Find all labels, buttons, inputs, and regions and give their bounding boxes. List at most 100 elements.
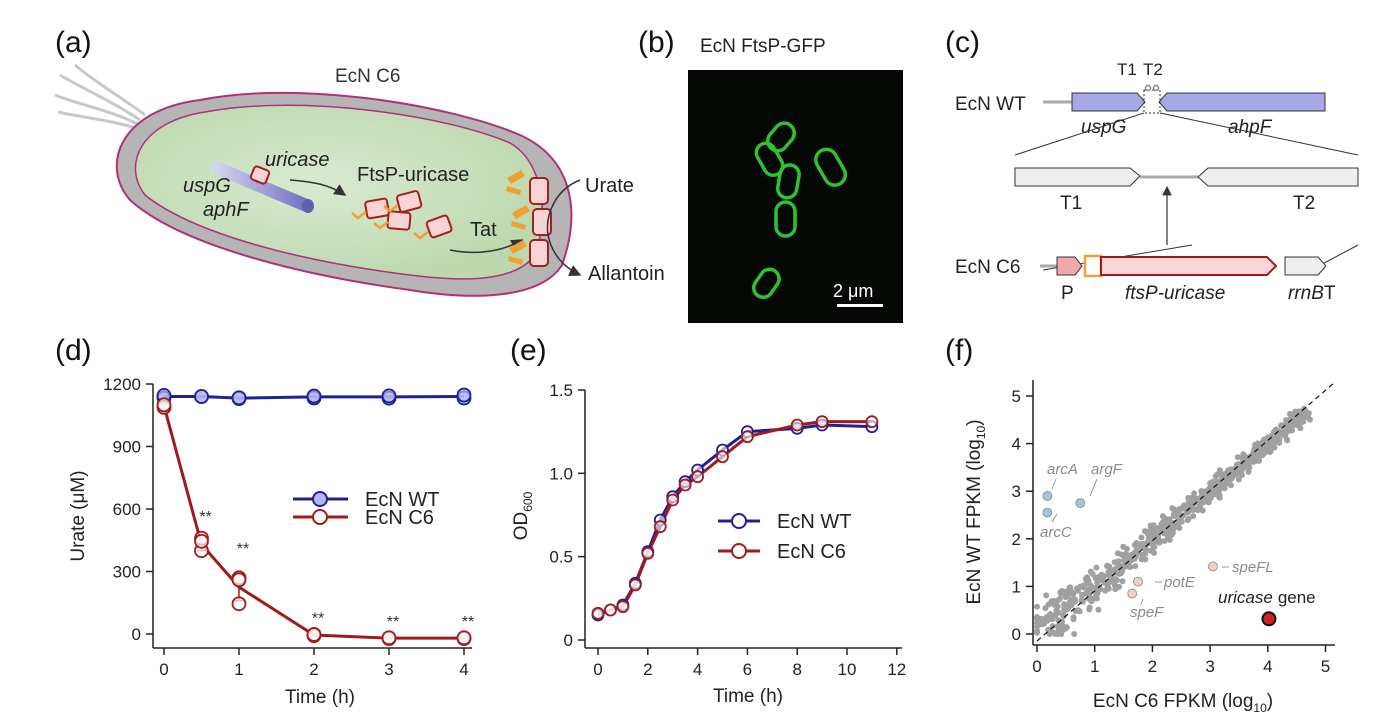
tick-label: 12 — [887, 660, 906, 679]
f-identity-line — [1036, 381, 1336, 642]
f-gene-point — [1272, 426, 1279, 433]
f-highlight-point — [1261, 611, 1277, 627]
f-gene-point — [1253, 443, 1260, 450]
f-gene-point — [1111, 567, 1118, 574]
d-legend-c6-label: EcN C6 — [365, 507, 434, 529]
arca-label: arcA — [1047, 461, 1078, 478]
f-gene-point — [1284, 426, 1291, 433]
tick-label: 6 — [743, 660, 752, 679]
panel-f-label: (f) — [945, 334, 973, 367]
panel-d-label: (d) — [55, 334, 92, 367]
f-gene-point — [1070, 614, 1077, 621]
panel-b: (b) EcN FtsP-GFP 2 μm — [638, 26, 903, 323]
tick-label: 0 — [132, 625, 141, 644]
panel-c: (c) T1 T2 EcN WT uspG ahpF T1 T2 EcN C6 … — [945, 26, 1359, 304]
f-gene-point — [1104, 583, 1111, 590]
tick-label: 3 — [1205, 657, 1214, 676]
uricase-label: uricase — [265, 149, 329, 171]
f-y-axis-label: EcN WT FPKM (log10) — [964, 419, 988, 604]
f-gene-point — [1153, 525, 1160, 532]
ahpf-gene — [1158, 92, 1326, 112]
tick-label: 0 — [564, 631, 573, 650]
exported-uricase — [529, 177, 552, 267]
tick-label: 3 — [1012, 482, 1021, 501]
f-gene-point — [1087, 568, 1094, 575]
f-gene-point — [1084, 586, 1091, 593]
f-gene-point — [1221, 478, 1228, 485]
f-gene-point — [1149, 530, 1156, 537]
f-gene-point — [1164, 533, 1171, 540]
f-gene-point — [1115, 561, 1122, 568]
f-gene-point — [1216, 467, 1223, 474]
e-data-point — [691, 470, 704, 484]
t2-label: T2 — [1293, 193, 1315, 214]
f-highlight-point — [1133, 576, 1143, 587]
tick-label: 1 — [1012, 577, 1021, 596]
f-gene-point — [1225, 480, 1232, 487]
tick-label: 2 — [309, 660, 318, 679]
e-x-axis-label: Time (h) — [713, 686, 783, 707]
f-gene-point — [1282, 432, 1289, 439]
d-data-point — [194, 389, 209, 404]
ftsp-uricase-label: FtsP-uricase — [357, 164, 469, 186]
d-significance: ** — [312, 610, 324, 627]
tat-label: Tat — [470, 219, 497, 241]
tick-label: 600 — [113, 500, 141, 519]
f-gene-point — [1041, 620, 1048, 627]
f-gene-point — [1073, 585, 1080, 592]
f-gene-point — [1194, 507, 1201, 514]
f-gene-point — [1235, 476, 1242, 483]
f-gene-point — [1060, 613, 1067, 620]
tick-label: 4 — [1263, 657, 1272, 676]
d-data-point — [381, 388, 397, 404]
f-gene-point — [1174, 518, 1181, 525]
tick-label: 5 — [1012, 387, 1021, 406]
f-gene-point — [1190, 513, 1197, 520]
d-data-point — [231, 596, 247, 612]
f-gene-point — [1156, 539, 1163, 546]
f-gene-point — [1234, 454, 1241, 461]
f-y-ticks: 0 1 2 3 4 5 — [1012, 387, 1033, 644]
d-data-point — [231, 390, 247, 406]
f-gene-point — [1109, 577, 1116, 584]
f-gene-point — [1208, 484, 1215, 491]
spef-leader — [1140, 598, 1144, 605]
f-gene-point — [1143, 541, 1150, 548]
d-data-point — [156, 397, 172, 413]
tick-label: 4 — [693, 660, 702, 679]
t1-label: T1 — [1060, 193, 1082, 214]
f-gene-point — [1195, 495, 1202, 502]
f-gene-point — [1085, 580, 1092, 587]
rrnbt-terminator — [1284, 256, 1327, 276]
panel-e: (e) 00.51.01.5 0 2 4 6 8 10 12 OD600 Time (h) … — [510, 334, 906, 707]
d-significance: ** — [199, 509, 211, 526]
f-gene-point — [1131, 541, 1138, 548]
f-gene-point — [1067, 598, 1074, 605]
c6-locus-label: EcN C6 — [955, 257, 1020, 278]
f-gene-point — [1205, 499, 1212, 506]
f-highlight-point — [1042, 491, 1053, 501]
tick-label: 4 — [459, 660, 468, 679]
f-gene-point — [1214, 478, 1221, 485]
scale-bar — [837, 304, 883, 307]
uspg-gene — [1071, 92, 1146, 112]
f-gene-point — [1056, 624, 1063, 631]
panel-c-label: (c) — [945, 26, 980, 59]
terminator-hairpins — [1144, 84, 1160, 92]
scale-bar-label: 2 μm — [833, 281, 873, 301]
f-gene-point — [1056, 595, 1063, 602]
f-gene-point — [1060, 623, 1067, 630]
f-gene-point — [1221, 485, 1228, 492]
promoter-label: P — [1061, 283, 1074, 304]
tat-arrow — [449, 239, 524, 254]
f-gene-point — [1127, 552, 1134, 559]
tick-label: 1.5 — [549, 381, 573, 400]
e-data-point — [666, 493, 680, 507]
e-x-ticks: 0 2 4 6 8 10 12 — [593, 648, 906, 679]
f-gene-point — [1049, 623, 1056, 630]
f-gene-point — [1258, 448, 1265, 455]
f-gene-point — [1212, 473, 1219, 480]
e-y-axis-label: OD600 — [511, 491, 535, 540]
e-data-point — [865, 415, 879, 429]
f-gene-point — [1140, 555, 1147, 562]
